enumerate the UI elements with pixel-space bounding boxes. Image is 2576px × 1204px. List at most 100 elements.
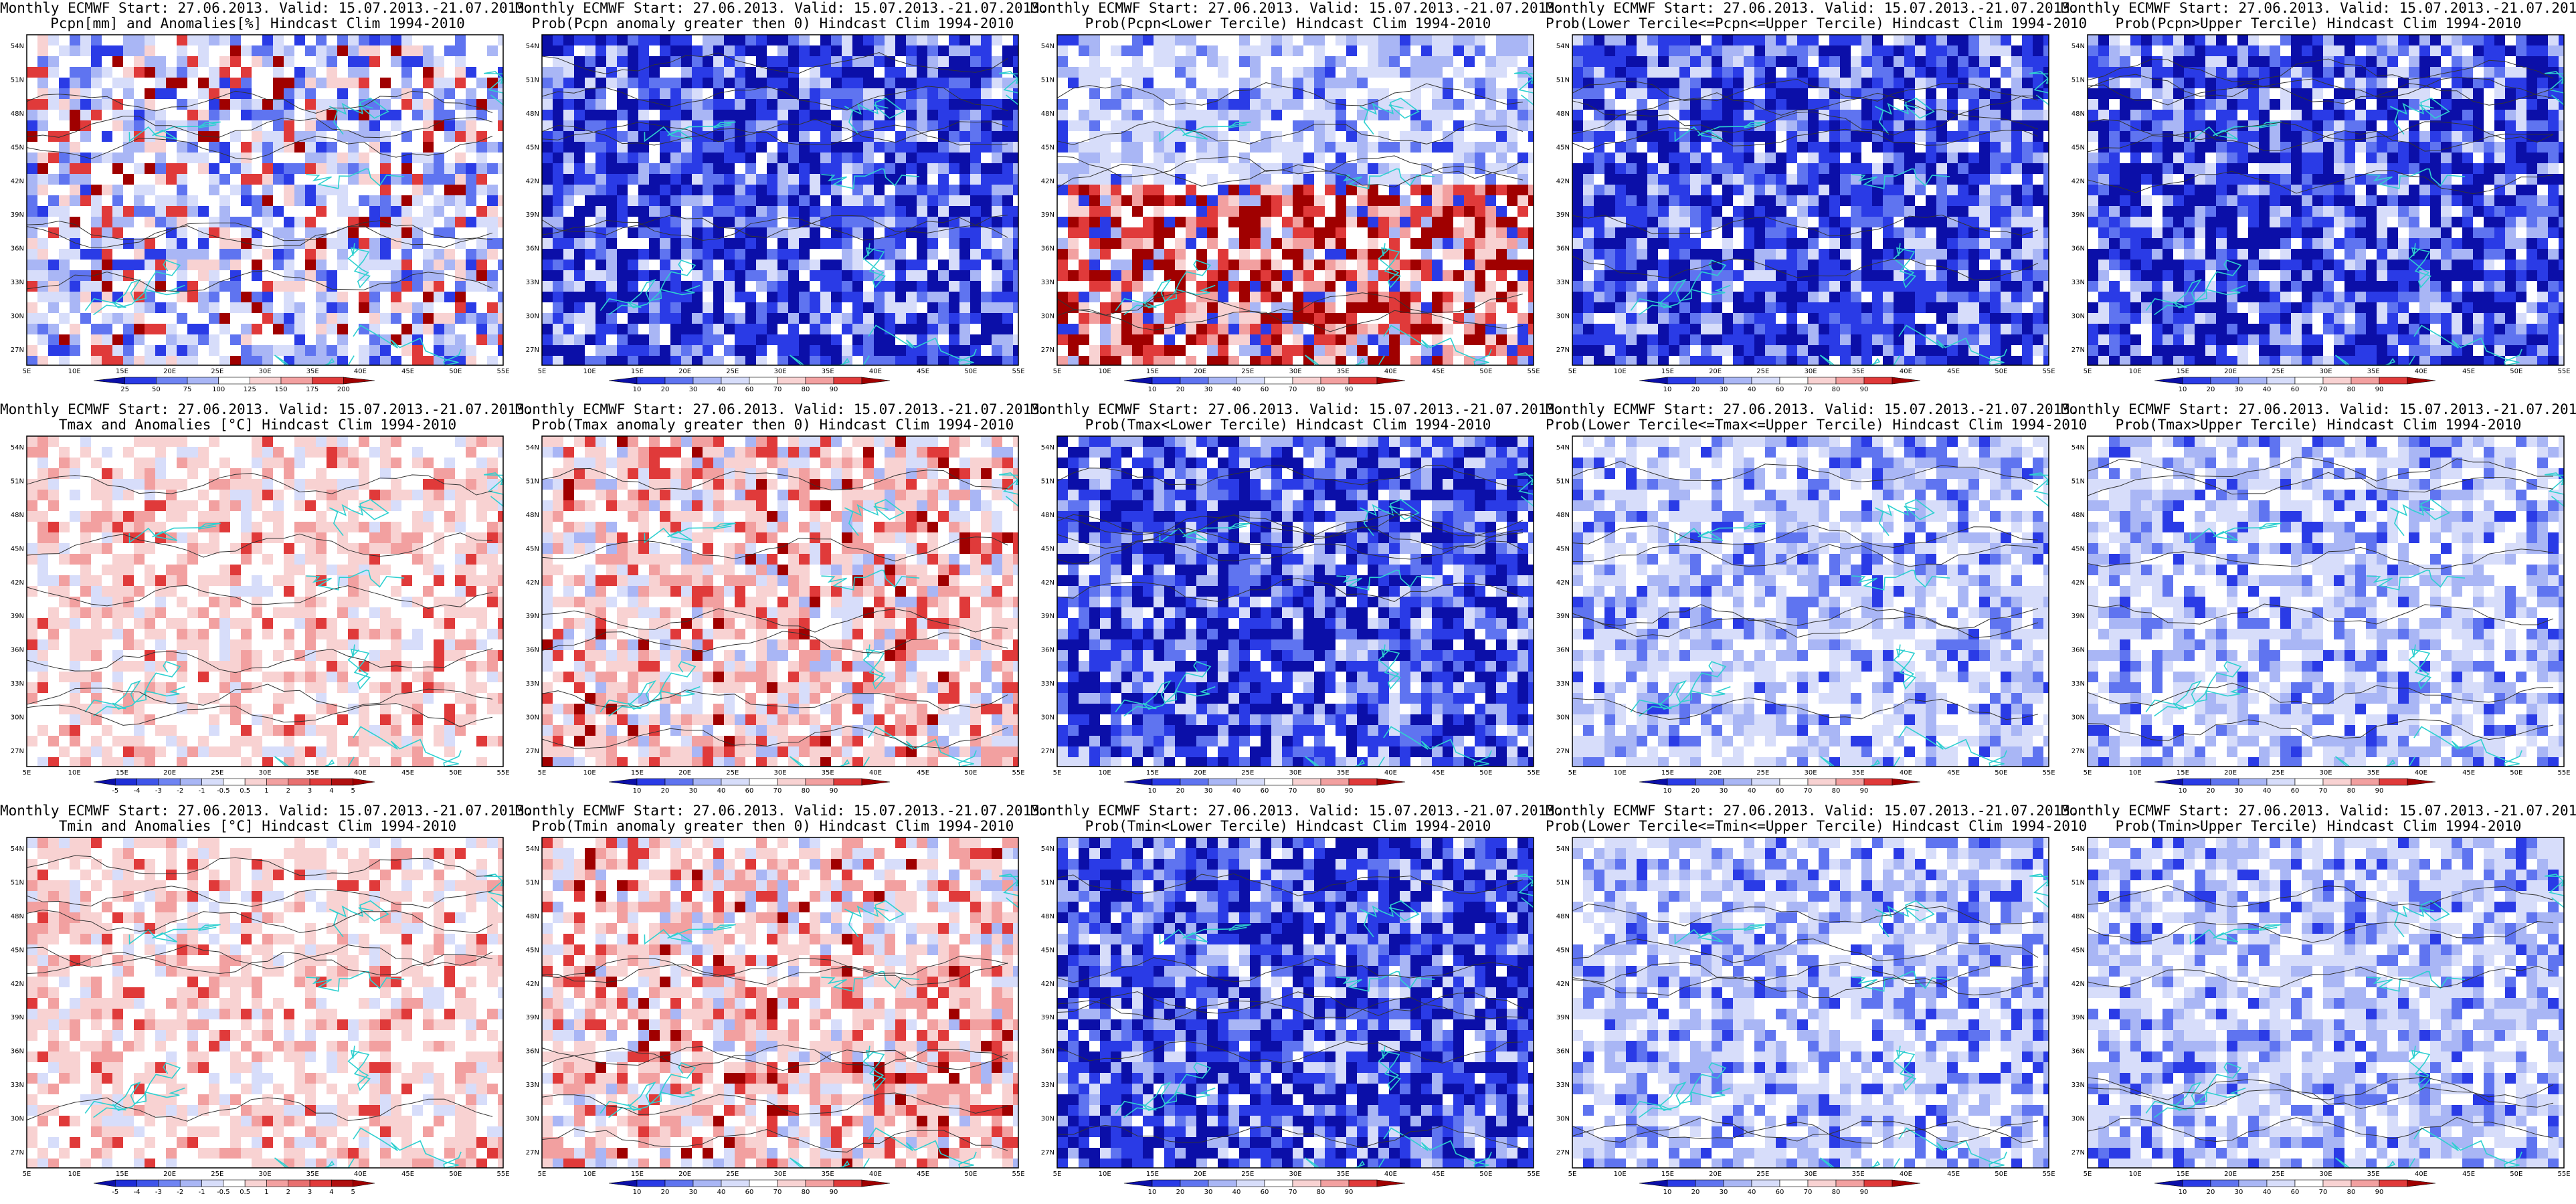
field-cell	[724, 249, 735, 260]
field-cell	[1475, 88, 1486, 100]
field-cell	[273, 142, 284, 153]
field-cell	[1250, 238, 1261, 249]
field-cell	[2022, 142, 2033, 153]
coastline-segment	[821, 168, 920, 189]
field-cell	[252, 238, 263, 249]
field-cell	[1207, 260, 1218, 271]
field-cell	[1100, 185, 1111, 196]
field-cell	[595, 249, 607, 260]
field-cell	[1207, 78, 1218, 89]
field-cell	[241, 142, 252, 153]
field-cell	[1057, 206, 1069, 217]
field-cell	[187, 185, 199, 196]
field-cell	[134, 302, 145, 314]
field-cell	[863, 78, 875, 89]
field-cell	[767, 99, 778, 110]
field-cell	[1507, 324, 1518, 335]
field-cell	[401, 281, 413, 292]
field-cell	[574, 131, 585, 142]
field-cell	[1271, 153, 1283, 164]
field-cell	[542, 195, 553, 207]
field-cell	[112, 217, 124, 228]
field-cell	[1346, 313, 1358, 324]
field-cell	[927, 174, 939, 185]
field-cell	[553, 163, 564, 175]
field-cell	[1733, 120, 1744, 132]
field-cell	[852, 334, 864, 346]
field-cell	[1722, 67, 1734, 78]
field-cell	[1968, 131, 1980, 142]
field-cell	[273, 270, 284, 282]
field-cell	[638, 217, 650, 228]
field-cell	[487, 174, 498, 185]
field-cell	[466, 217, 477, 228]
field-cell	[703, 110, 714, 121]
field-cell	[949, 356, 960, 366]
field-cell	[1164, 88, 1176, 100]
field-cell	[863, 313, 875, 324]
field-cell	[842, 163, 853, 175]
field-cell	[1207, 67, 1218, 78]
field-cell	[1475, 227, 1486, 239]
lon-tick-label: 25E	[1241, 368, 1254, 375]
field-cell	[1068, 345, 1079, 357]
lat-tick-label: 45N	[11, 144, 24, 151]
field-cell	[1808, 67, 1819, 78]
field-cell	[1207, 345, 1218, 357]
field-cell	[1990, 131, 2001, 142]
field-cell	[692, 270, 703, 282]
map-panel: Monthly ECMWF Start: 27.06.2013. Valid: …	[1030, 0, 1564, 401]
field-cell	[1079, 345, 1090, 357]
field-cell	[1637, 153, 1648, 164]
field-cell	[305, 142, 316, 153]
field-cell	[327, 56, 338, 68]
field-cell	[391, 45, 402, 57]
field-cell	[273, 35, 284, 46]
field-cell	[1690, 120, 1701, 132]
field-cell	[1861, 163, 1873, 175]
field-cell	[476, 334, 488, 346]
field-cell	[1282, 142, 1293, 153]
field-cell	[660, 313, 671, 324]
field-cell	[777, 324, 789, 335]
field-cell	[1453, 324, 1465, 335]
field-cell	[617, 281, 628, 292]
field-cell	[1368, 281, 1379, 292]
field-cell	[788, 131, 800, 142]
field-cell	[391, 67, 402, 78]
field-cell	[1432, 131, 1443, 142]
field-cell	[1079, 270, 1090, 282]
field-cell	[670, 153, 682, 164]
field-cell	[252, 260, 263, 271]
field-cell	[359, 324, 370, 335]
field-cell	[444, 334, 456, 346]
field-cell	[553, 35, 564, 46]
field-cell	[1690, 142, 1701, 153]
field-cell	[91, 56, 102, 68]
field-cell	[230, 356, 242, 366]
field-cell	[1819, 163, 1830, 175]
field-cell	[155, 206, 167, 217]
field-cell	[810, 324, 821, 335]
field-cell	[498, 281, 504, 292]
field-cell	[1883, 131, 1894, 142]
field-cell	[810, 281, 821, 292]
field-cell	[1583, 142, 1594, 153]
field-cell	[284, 281, 295, 292]
field-cell	[799, 281, 810, 292]
field-cell	[219, 270, 231, 282]
field-cell	[1164, 238, 1176, 249]
field-cell	[498, 260, 504, 271]
field-cell	[1808, 153, 1819, 164]
field-cell	[1507, 356, 1518, 366]
field-cell	[252, 163, 263, 175]
field-cell	[219, 260, 231, 271]
colorbar-tick-label: 10	[1148, 386, 1157, 393]
field-cell	[1228, 153, 1240, 164]
field-cell	[59, 142, 70, 153]
field-cell	[1851, 163, 1862, 175]
field-cell	[166, 35, 177, 46]
field-cell	[949, 35, 960, 46]
field-cell	[1958, 45, 1969, 57]
field-cell	[1936, 131, 1948, 142]
